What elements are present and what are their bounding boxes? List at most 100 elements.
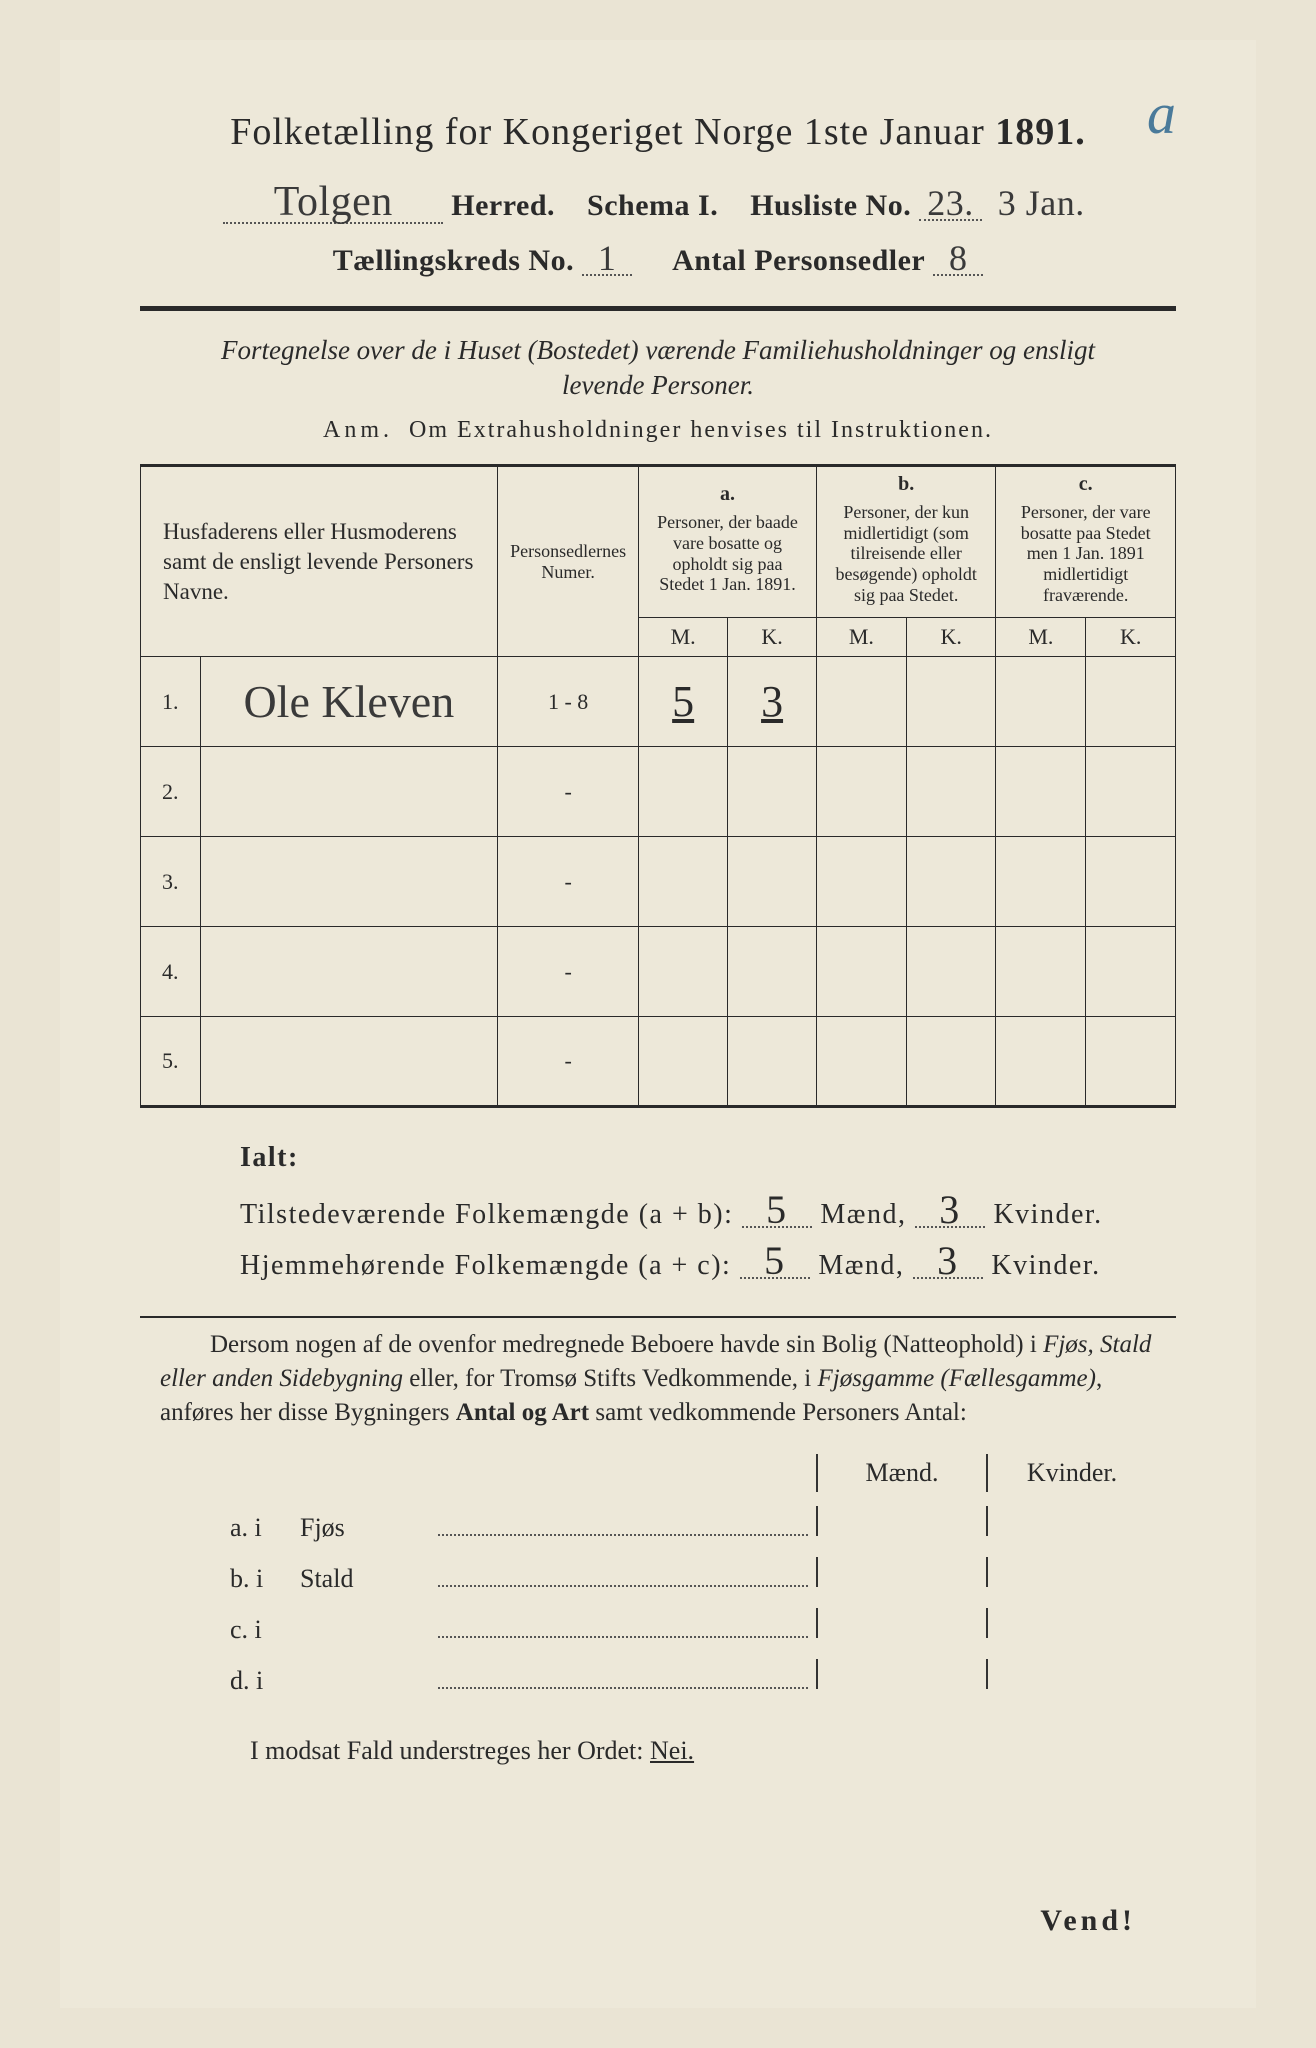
- bygn-lab: c. i: [230, 1615, 300, 1645]
- bygn-head: Mænd. Kvinder.: [230, 1454, 1156, 1492]
- form-title: Folketælling for Kongeriget Norge 1ste J…: [140, 110, 1176, 154]
- row-name: [200, 837, 498, 927]
- bygn-kvinder: Kvinder.: [986, 1454, 1156, 1492]
- husliste-label: Husliste No.: [750, 189, 911, 222]
- table-row: 2. -: [141, 747, 1176, 837]
- bygn-typ: Stald: [300, 1564, 430, 1594]
- row-a-m: [639, 837, 728, 927]
- herred-value: Tolgen: [223, 184, 443, 224]
- antal-label: Antal Personsedler: [672, 244, 925, 277]
- row-a-k: [728, 927, 817, 1017]
- a-k: K.: [728, 618, 817, 657]
- b-m: M.: [816, 618, 906, 657]
- date-value: 3 Jan.: [990, 187, 1093, 219]
- hjemme-m: 5: [740, 1245, 810, 1279]
- hjemme-k: 3: [913, 1245, 983, 1279]
- row-name: [200, 747, 498, 837]
- bygn-row: d. i: [230, 1659, 1156, 1696]
- bygn-dots: [438, 1673, 808, 1689]
- bygn-row: b. iStald: [230, 1557, 1156, 1594]
- header-line-1: Tolgen Herred. Schema I. Husliste No. 23…: [140, 184, 1176, 224]
- bygninger-block: Mænd. Kvinder. a. iFjøsb. iStaldc. id. i: [230, 1454, 1156, 1696]
- group-c-head: c. Personer, der vare bosatte paa Stedet…: [996, 465, 1176, 617]
- bygn-cell-m: [816, 1506, 986, 1536]
- row-a-m: [639, 747, 728, 837]
- kreds-label: Tællingskreds No.: [333, 244, 574, 277]
- row-sedler: -: [498, 837, 639, 927]
- row-num: 4.: [141, 927, 201, 1017]
- c-k: K.: [1086, 618, 1176, 657]
- row-name: [200, 927, 498, 1017]
- household-table: Husfaderens eller Husmoderens samt de en…: [140, 464, 1176, 1108]
- row-name: Ole Kleven: [200, 657, 498, 747]
- table-row: 1.Ole Kleven1 - 853: [141, 657, 1176, 747]
- totals-line-2: Hjemmehørende Folkemængde (a + c): 5 Mæn…: [240, 1245, 1176, 1282]
- herred-label: Herred.: [451, 189, 555, 222]
- corner-annotation: a: [1147, 80, 1176, 147]
- row-a-m: [639, 927, 728, 1017]
- row-b-k: [906, 927, 996, 1017]
- anm-line: Anm. Om Extrahusholdninger henvises til …: [140, 417, 1176, 444]
- a-m: M.: [639, 618, 728, 657]
- row-num: 2.: [141, 747, 201, 837]
- col-header-num: Personsedlernes Numer.: [498, 465, 639, 656]
- row-c-m: [996, 657, 1086, 747]
- schema-label: Schema I.: [587, 189, 718, 222]
- bygn-lab: d. i: [230, 1666, 300, 1696]
- rule-1: [140, 306, 1176, 311]
- row-b-m: [816, 747, 906, 837]
- row-num: 1.: [141, 657, 201, 747]
- row-a-k: [728, 747, 817, 837]
- row-c-k: [1086, 657, 1176, 747]
- row-c-m: [996, 747, 1086, 837]
- rule-2: [140, 1316, 1176, 1318]
- row-c-k: [1086, 747, 1176, 837]
- c-m: M.: [996, 618, 1086, 657]
- antal-value: 8: [933, 242, 983, 276]
- title-prefix: Folketælling for Kongeriget Norge 1ste J…: [230, 111, 985, 153]
- group-a-head: a. Personer, der baade vare bosatte og o…: [639, 465, 817, 617]
- subtitle: Fortegnelse over de i Huset (Bostedet) v…: [180, 333, 1136, 403]
- group-b-head: b. Personer, der kun midlertidigt (som t…: [816, 465, 995, 617]
- row-a-k: 3: [728, 657, 817, 747]
- row-sedler: 1 - 8: [498, 657, 639, 747]
- col-header-name: Husfaderens eller Husmoderens samt de en…: [141, 465, 498, 656]
- vend-label: Vend!: [1040, 1904, 1136, 1938]
- totals-block: Ialt: Tilstedeværende Folkemængde (a + b…: [240, 1142, 1176, 1282]
- row-num: 5.: [141, 1017, 201, 1107]
- row-sedler: -: [498, 1017, 639, 1107]
- bygn-cell-k: [986, 1557, 1156, 1587]
- bygn-cell-k: [986, 1659, 1156, 1689]
- row-num: 3.: [141, 837, 201, 927]
- row-a-m: 5: [639, 657, 728, 747]
- tilstede-m: 5: [742, 1194, 812, 1228]
- paragraph-bygninger: Dersom nogen af de ovenfor medregnede Be…: [160, 1328, 1156, 1429]
- row-b-k: [906, 837, 996, 927]
- row-a-k: [728, 837, 817, 927]
- row-sedler: -: [498, 747, 639, 837]
- bygn-maend: Mænd.: [816, 1454, 986, 1492]
- table-row: 3. -: [141, 837, 1176, 927]
- totals-line-1: Tilstedeværende Folkemængde (a + b): 5 M…: [240, 1194, 1176, 1231]
- row-c-k: [1086, 837, 1176, 927]
- row-b-m: [816, 657, 906, 747]
- bygn-cell-k: [986, 1608, 1156, 1638]
- row-b-m: [816, 837, 906, 927]
- header-line-2: Tællingskreds No. 1 Antal Personsedler 8: [140, 242, 1176, 278]
- bygn-row: c. i: [230, 1608, 1156, 1645]
- bygn-cell-m: [816, 1608, 986, 1638]
- row-c-k: [1086, 1017, 1176, 1107]
- b-k: K.: [906, 618, 996, 657]
- bygn-lab: b. i: [230, 1564, 300, 1594]
- kreds-value: 1: [582, 242, 632, 276]
- bygn-cell-m: [816, 1557, 986, 1587]
- row-c-m: [996, 927, 1086, 1017]
- row-b-k: [906, 657, 996, 747]
- nei-line: I modsat Fald understreges her Ordet: Ne…: [250, 1736, 1176, 1766]
- bygn-typ: Fjøs: [300, 1513, 430, 1543]
- bygn-lab: a. i: [230, 1513, 300, 1543]
- row-c-k: [1086, 927, 1176, 1017]
- bygn-row: a. iFjøs: [230, 1506, 1156, 1543]
- table-row: 4.-: [141, 927, 1176, 1017]
- census-form-page: a Folketælling for Kongeriget Norge 1ste…: [60, 40, 1256, 2008]
